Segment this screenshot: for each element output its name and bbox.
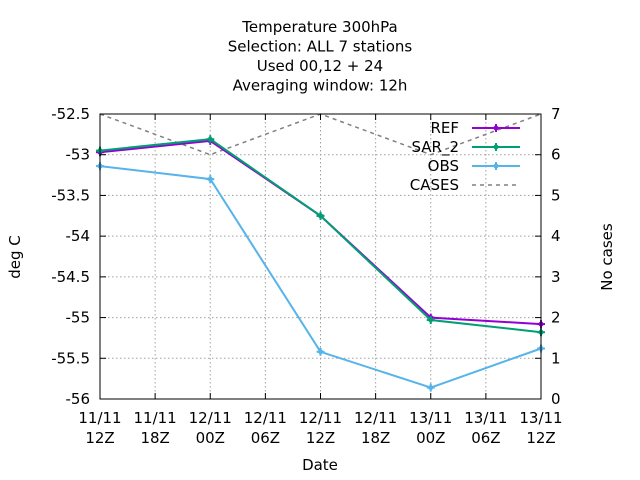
x-tick-label-date: 13/11 bbox=[409, 409, 452, 427]
data-point bbox=[492, 143, 500, 151]
y2-axis-label: No cases bbox=[598, 223, 616, 291]
x-tick-label-date: 12/11 bbox=[354, 409, 397, 427]
plot-frame bbox=[99, 113, 542, 400]
x-tick-label-date: 12/11 bbox=[299, 409, 342, 427]
chart-title: Temperature 300hPa Selection: ALL 7 stati… bbox=[228, 18, 413, 95]
x-tick-label-date: 11/11 bbox=[134, 409, 177, 427]
x-tick-label-date: 12/11 bbox=[244, 409, 287, 427]
legend-label: SAR_2 bbox=[411, 138, 459, 157]
y-tick-label: -53.5 bbox=[51, 186, 90, 204]
y2-tick-label: 3 bbox=[551, 268, 561, 286]
x-tick-label-hour: 12Z bbox=[85, 429, 114, 447]
title-line: Temperature 300hPa bbox=[241, 18, 398, 36]
data-point bbox=[426, 316, 435, 325]
y2-tick-label: 4 bbox=[551, 227, 561, 245]
y-tick-label: -52.5 bbox=[51, 105, 90, 123]
legend-label: REF bbox=[430, 119, 459, 137]
grid bbox=[100, 114, 541, 399]
legend-item: REF bbox=[430, 119, 520, 137]
data-point bbox=[206, 135, 215, 144]
y2-tick-label: 2 bbox=[551, 309, 561, 327]
y2-tick-label: 5 bbox=[551, 186, 561, 204]
title-line: Averaging window: 12h bbox=[233, 77, 408, 95]
y-tick-label: -53 bbox=[66, 146, 91, 164]
x-tick-label-hour: 18Z bbox=[361, 429, 390, 447]
x-tick-label-date: 11/11 bbox=[78, 409, 121, 427]
legend-item: CASES bbox=[410, 176, 520, 194]
y-tick-label: -54.5 bbox=[51, 268, 90, 286]
x-tick-label-date: 13/11 bbox=[464, 409, 507, 427]
legend-label: OBS bbox=[428, 157, 459, 175]
legend-item: OBS bbox=[428, 157, 520, 175]
y2-axis-tick-labels: 0 1 2 3 4 5 6 7 bbox=[551, 105, 561, 408]
x-tick-label-hour: 06Z bbox=[251, 429, 280, 447]
data-point bbox=[492, 162, 500, 170]
y-axis-tick-labels: -52.5 -53 -53.5 -54 -54.5 -55 -55.5 -56 bbox=[51, 105, 90, 408]
x-tick-label-hour: 00Z bbox=[196, 429, 225, 447]
y2-tick-label: 7 bbox=[551, 105, 561, 123]
series-line-ref bbox=[99, 139, 542, 326]
x-tick-label-hour: 00Z bbox=[416, 429, 445, 447]
x-axis-label: Date bbox=[302, 456, 338, 474]
x-tick-label-date: 13/11 bbox=[519, 409, 562, 427]
data-point bbox=[316, 211, 325, 220]
title-line: Selection: ALL 7 stations bbox=[228, 38, 413, 56]
x-tick-label-hour: 12Z bbox=[306, 429, 335, 447]
data-point bbox=[426, 383, 435, 392]
axis-ticks bbox=[99, 113, 542, 400]
legend-item: SAR_2 bbox=[411, 138, 520, 157]
x-tick-label-hour: 12Z bbox=[526, 429, 555, 447]
x-axis-tick-labels: 11/11 12Z 11/11 18Z 12/11 00Z 12/11 06Z 12/11 12Z… bbox=[78, 409, 562, 447]
title-line: Used 00,12 + 24 bbox=[257, 57, 383, 75]
x-tick-label-hour: 18Z bbox=[140, 429, 169, 447]
data-point bbox=[492, 124, 500, 132]
y-tick-label: -55.5 bbox=[51, 349, 90, 367]
y-tick-label: -56 bbox=[66, 390, 91, 408]
data-point bbox=[316, 347, 325, 356]
x-tick-label-hour: 06Z bbox=[471, 429, 500, 447]
x-tick-label-date: 12/11 bbox=[189, 409, 232, 427]
y2-tick-label: 6 bbox=[551, 146, 561, 164]
y-tick-label: -54 bbox=[66, 227, 91, 245]
legend-label: CASES bbox=[410, 176, 459, 194]
y2-tick-label: 0 bbox=[551, 390, 561, 408]
y-tick-label: -55 bbox=[66, 309, 91, 327]
data-point bbox=[206, 175, 215, 184]
y-axis-label: deg C bbox=[6, 235, 24, 279]
series-layer bbox=[96, 113, 545, 392]
y2-tick-label: 1 bbox=[551, 349, 561, 367]
